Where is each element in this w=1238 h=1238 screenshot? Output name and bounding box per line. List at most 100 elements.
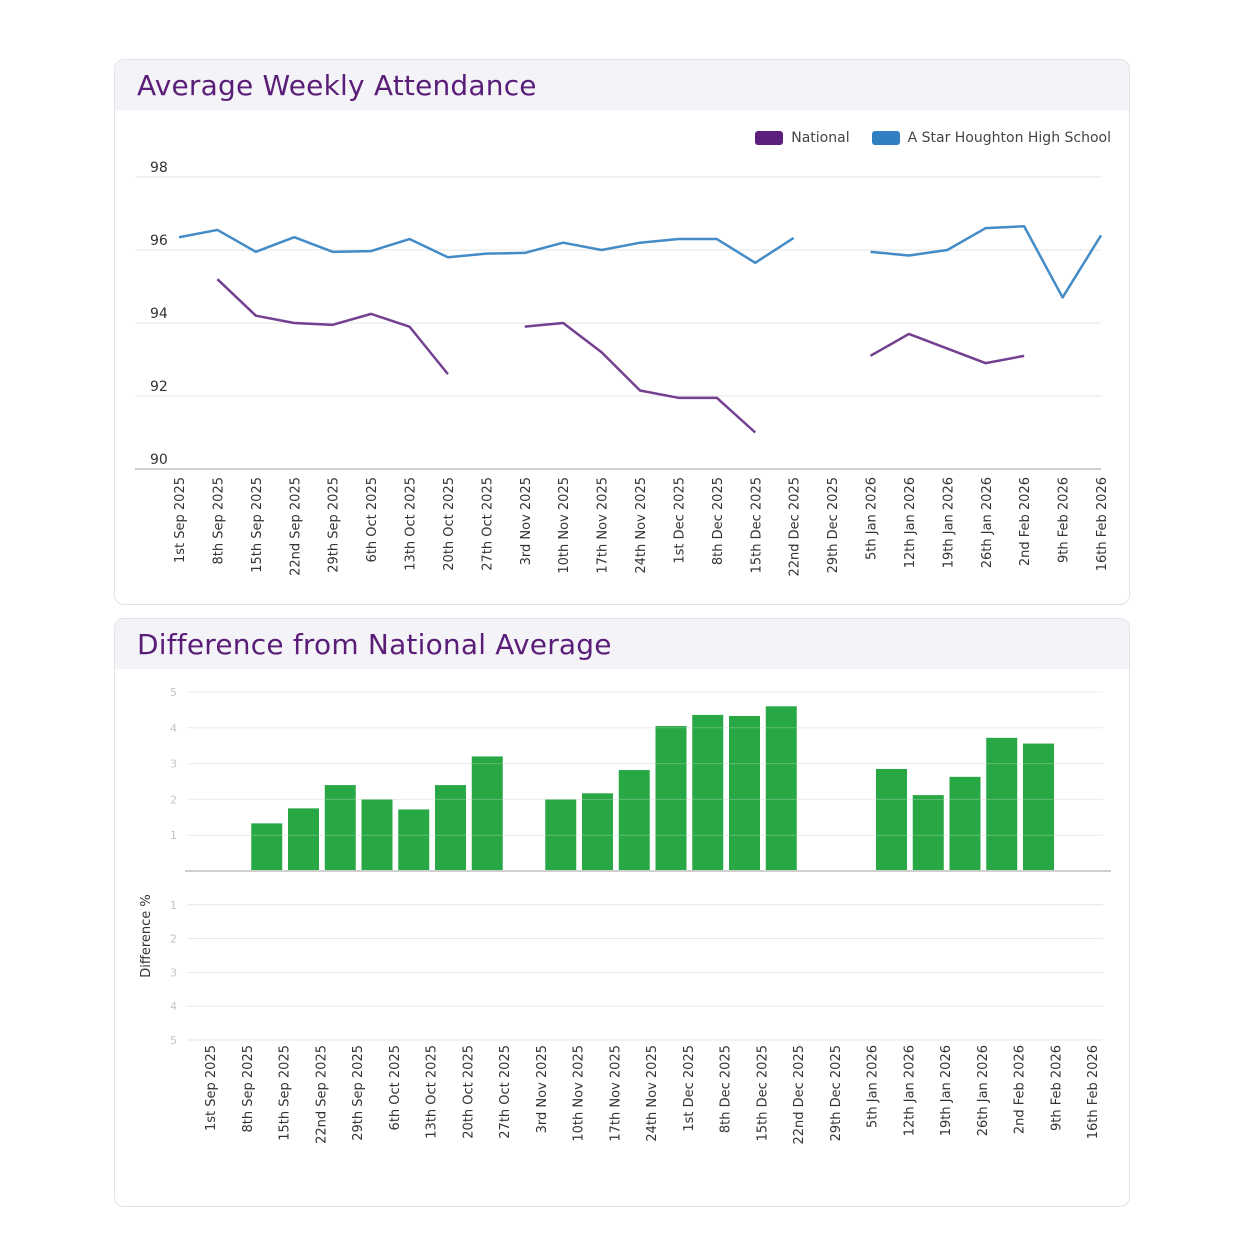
school-line-segment bbox=[178, 228, 795, 265]
bar bbox=[251, 823, 283, 871]
school-line-segment bbox=[870, 225, 1103, 299]
x-tick-label: 12th Jan 2026 bbox=[902, 1045, 917, 1136]
x-tick-label: 19th Jan 2026 bbox=[941, 477, 956, 568]
x-tick-label: 1st Dec 2025 bbox=[682, 1045, 697, 1132]
x-tick-label: 16th Feb 2026 bbox=[1086, 1045, 1101, 1139]
y-tick-label: 5 bbox=[170, 1034, 177, 1047]
y-tick-label: 92 bbox=[150, 379, 168, 395]
bar bbox=[288, 808, 319, 871]
legend-label-national: National bbox=[791, 130, 850, 146]
x-tick-label: 22nd Sep 2025 bbox=[314, 1045, 329, 1144]
x-tick-label: 6th Oct 2025 bbox=[388, 1045, 403, 1130]
legend-item-national[interactable]: National bbox=[755, 130, 850, 146]
legend-label-school: A Star Houghton High School bbox=[907, 130, 1111, 146]
x-tick-label: 15th Dec 2025 bbox=[749, 477, 764, 573]
x-tick-label: 15th Dec 2025 bbox=[755, 1045, 770, 1141]
x-tick-label: 19th Jan 2026 bbox=[939, 1045, 954, 1136]
attendance-card: Average Weekly Attendance National A Sta… bbox=[114, 59, 1130, 605]
bar bbox=[361, 799, 393, 871]
legend-swatch-national bbox=[755, 131, 784, 145]
bar bbox=[582, 793, 613, 871]
bar bbox=[876, 768, 907, 871]
x-tick-label: 27th Oct 2025 bbox=[480, 477, 495, 571]
x-tick-label: 8th Dec 2025 bbox=[719, 1045, 734, 1133]
x-tick-label: 1st Sep 2025 bbox=[204, 1045, 219, 1131]
x-tick-label: 29th Sep 2025 bbox=[351, 1045, 366, 1141]
x-tick-label: 24th Nov 2025 bbox=[645, 1045, 660, 1142]
attendance-line-chart: 90 92 94 96 98 1st Sep 2025 8th Sep 2025 15th S… bbox=[135, 160, 1110, 577]
x-tick-label: 20th Oct 2025 bbox=[442, 477, 457, 571]
x-tick-label: 2nd Feb 2026 bbox=[1013, 1045, 1028, 1134]
x-tick-label: 20th Oct 2025 bbox=[461, 1045, 476, 1139]
national-line-segment bbox=[524, 321, 757, 434]
x-tick-label: 1st Dec 2025 bbox=[672, 477, 687, 564]
bar bbox=[435, 785, 466, 871]
bar bbox=[729, 715, 760, 871]
national-line-segment bbox=[216, 278, 449, 375]
x-tick-label: 12th Jan 2026 bbox=[903, 477, 918, 568]
x-tick-label: 29th Sep 2025 bbox=[327, 477, 342, 573]
bar bbox=[324, 785, 356, 871]
x-tick-label: 3rd Nov 2025 bbox=[519, 477, 534, 565]
x-tick-label: 26th Jan 2026 bbox=[980, 477, 995, 568]
y-tick-label: 98 bbox=[150, 160, 168, 176]
x-tick-label: 22nd Dec 2025 bbox=[792, 1045, 807, 1145]
x-tick-label: 27th Oct 2025 bbox=[498, 1045, 513, 1139]
x-tick-label: 6th Oct 2025 bbox=[365, 477, 380, 562]
difference-card-header: Difference from National Average bbox=[115, 619, 1129, 669]
y-tick-label: 1 bbox=[170, 829, 177, 842]
y-tick-label: 94 bbox=[150, 306, 168, 322]
legend-swatch-school bbox=[871, 131, 900, 145]
x-tick-label: 26th Jan 2026 bbox=[976, 1045, 991, 1136]
attendance-card-header: Average Weekly Attendance bbox=[115, 60, 1129, 110]
y-tick-label: 4 bbox=[170, 1000, 177, 1013]
x-tick-label: 3rd Nov 2025 bbox=[535, 1045, 550, 1133]
bar bbox=[545, 799, 577, 871]
y-tick-label: 2 bbox=[170, 793, 177, 806]
difference-chart-title: Difference from National Average bbox=[137, 627, 612, 661]
x-tick-label: 17th Nov 2025 bbox=[608, 1045, 623, 1142]
y-tick-label: 90 bbox=[150, 452, 168, 468]
x-tick-label: 13th Oct 2025 bbox=[425, 1045, 440, 1139]
x-tick-label: 29th Dec 2025 bbox=[829, 1045, 844, 1141]
attendance-chart-title: Average Weekly Attendance bbox=[137, 68, 537, 102]
bar bbox=[912, 795, 944, 871]
difference-bar-chart: 5 4 3 2 1 1 2 3 4 5 1st Sep 2025 8th Sep 2025 15th S… bbox=[139, 686, 1111, 1145]
bar bbox=[765, 706, 797, 871]
x-tick-label: 8th Dec 2025 bbox=[711, 477, 726, 565]
x-tick-label: 10th Nov 2025 bbox=[557, 477, 572, 574]
y-tick-label: 3 bbox=[170, 758, 177, 771]
x-tick-label: 8th Sep 2025 bbox=[241, 1045, 256, 1132]
x-tick-label: 13th Oct 2025 bbox=[404, 477, 419, 571]
x-tick-label: 2nd Feb 2026 bbox=[1018, 477, 1033, 566]
y-tick-label: 5 bbox=[170, 686, 177, 699]
x-tick-label: 24th Nov 2025 bbox=[634, 477, 649, 574]
x-tick-label: 15th Sep 2025 bbox=[250, 477, 265, 573]
x-tick-label: 10th Nov 2025 bbox=[572, 1045, 587, 1142]
bar bbox=[1023, 743, 1054, 871]
bar bbox=[692, 714, 724, 871]
y-axis-label: Difference % bbox=[139, 894, 154, 978]
x-tick-label: 29th Dec 2025 bbox=[826, 477, 841, 573]
x-tick-label: 22nd Sep 2025 bbox=[288, 477, 303, 576]
x-tick-label: 9th Feb 2026 bbox=[1049, 1045, 1064, 1131]
x-tick-label: 22nd Dec 2025 bbox=[788, 477, 803, 577]
x-tick-label: 9th Feb 2026 bbox=[1057, 477, 1072, 563]
bar bbox=[618, 770, 650, 871]
attendance-legend: National A Star Houghton High School bbox=[733, 130, 1111, 146]
y-tick-label: 2 bbox=[170, 933, 177, 946]
bar bbox=[949, 776, 981, 871]
y-tick-label: 1 bbox=[170, 899, 177, 912]
x-tick-label: 5th Jan 2026 bbox=[866, 1045, 881, 1128]
bar bbox=[655, 726, 687, 871]
bar bbox=[986, 737, 1018, 871]
bar bbox=[398, 809, 430, 871]
x-tick-label: 1st Sep 2025 bbox=[173, 477, 188, 563]
x-tick-label: 15th Sep 2025 bbox=[278, 1045, 293, 1141]
x-tick-label: 5th Jan 2026 bbox=[865, 477, 880, 560]
y-tick-label: 96 bbox=[150, 233, 168, 249]
y-tick-label: 3 bbox=[170, 966, 177, 979]
y-tick-label: 4 bbox=[170, 722, 177, 735]
legend-item-school[interactable]: A Star Houghton High School bbox=[871, 130, 1111, 146]
